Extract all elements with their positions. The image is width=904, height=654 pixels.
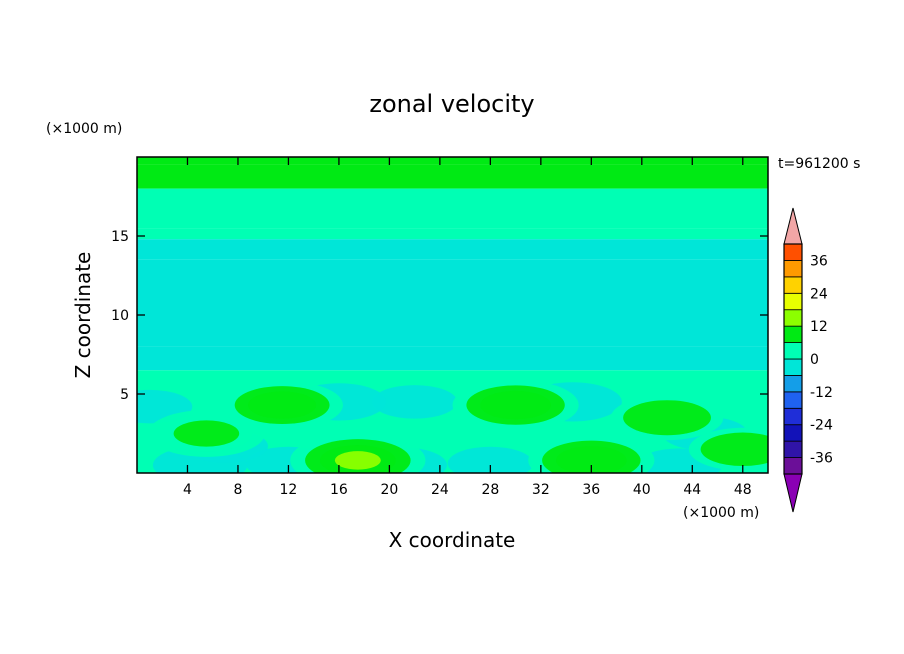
colorbar-label-4: -12 xyxy=(810,385,833,401)
band-5 xyxy=(137,259,768,347)
colorbar-bin-5 xyxy=(783,375,803,393)
contour-feature-16-level-2 xyxy=(555,446,627,473)
x-tick-label-1: 8 xyxy=(233,482,242,498)
colorbar-bin-11 xyxy=(783,276,803,294)
colorbar-label-0: 36 xyxy=(810,253,828,269)
y-axis: 5 10 15 xyxy=(111,229,768,403)
colorbar-label-1: 24 xyxy=(810,286,828,302)
x-tick-label-0: 4 xyxy=(183,482,192,498)
colorbar-bin-12 xyxy=(783,260,803,278)
band-4 xyxy=(137,239,768,260)
colorbar-bin-6 xyxy=(783,358,803,376)
plot-area xyxy=(137,157,768,473)
x-tick-label-10: 44 xyxy=(683,482,701,498)
colorbar-bin-8 xyxy=(783,325,803,343)
colorbar-high-extension xyxy=(783,207,803,245)
band-1 xyxy=(137,164,768,189)
x-tick-label-5: 24 xyxy=(431,482,449,498)
y-axis-label: Z coordinate xyxy=(71,252,95,379)
x-tick-label-7: 32 xyxy=(532,482,550,498)
contour-features xyxy=(137,379,768,473)
colorbar-bin-3 xyxy=(783,407,803,426)
colorbar-label-3: 0 xyxy=(810,352,819,368)
colorbar-label-2: 12 xyxy=(810,319,828,335)
x-tick-label-4: 20 xyxy=(380,482,398,498)
chart-title: zonal velocity xyxy=(369,90,534,118)
x-tick-label-9: 40 xyxy=(633,482,651,498)
colorbar-bin-0 xyxy=(783,457,803,475)
x-tick-label-2: 12 xyxy=(280,482,298,498)
contour-feature-15-level-2 xyxy=(480,390,551,420)
colorbar-bin-4 xyxy=(783,391,803,409)
x-axis: 4 8 12 16 20 24 28 32 36 40 44 48 xyxy=(183,157,752,498)
colorbar-bin-10 xyxy=(783,292,803,311)
colorbar-bin-13 xyxy=(783,243,803,261)
x-tick-label-6: 28 xyxy=(481,482,499,498)
colorbar: 36 24 12 0 -12 -24 -36 xyxy=(783,207,833,513)
x-tick-label-11: 48 xyxy=(734,482,752,498)
y-tick-label-0: 5 xyxy=(120,387,129,403)
contour-feature-14-level-2 xyxy=(248,391,317,419)
contour-feature-12-level-1 xyxy=(623,400,711,436)
colorbar-bin-7 xyxy=(783,342,803,360)
colorbar-label-5: -24 xyxy=(810,418,833,434)
x-tick-label-8: 36 xyxy=(582,482,600,498)
contour-feature-13-level-2 xyxy=(173,420,240,447)
colorbar-label-6: -36 xyxy=(810,451,833,467)
colorbar-frame xyxy=(783,243,803,475)
contour-feature-17-level-3 xyxy=(334,451,381,470)
y-tick-label-1: 10 xyxy=(111,308,129,324)
contour-feature-11-level-1 xyxy=(700,432,768,467)
band-6 xyxy=(137,346,768,371)
band-3 xyxy=(137,228,768,240)
y-tick-label-2: 15 xyxy=(111,229,129,245)
y-axis-units: (×1000 m) xyxy=(46,121,122,137)
x-axis-units: (×1000 m) xyxy=(683,505,759,521)
colorbar-bin-9 xyxy=(783,309,803,327)
x-tick-label-3: 16 xyxy=(330,482,348,498)
contour-feature-0-level-0 xyxy=(371,385,458,419)
x-axis-label: X coordinate xyxy=(389,528,516,552)
band-0 xyxy=(137,157,768,165)
time-stamp: t=961200 s xyxy=(778,156,860,172)
band-2 xyxy=(137,188,768,229)
colorbar-low-extension xyxy=(783,473,803,513)
colorbar-bin-2 xyxy=(783,424,803,442)
contour-feature-3-level-0 xyxy=(447,446,534,473)
colorbar-bin-1 xyxy=(783,440,803,458)
